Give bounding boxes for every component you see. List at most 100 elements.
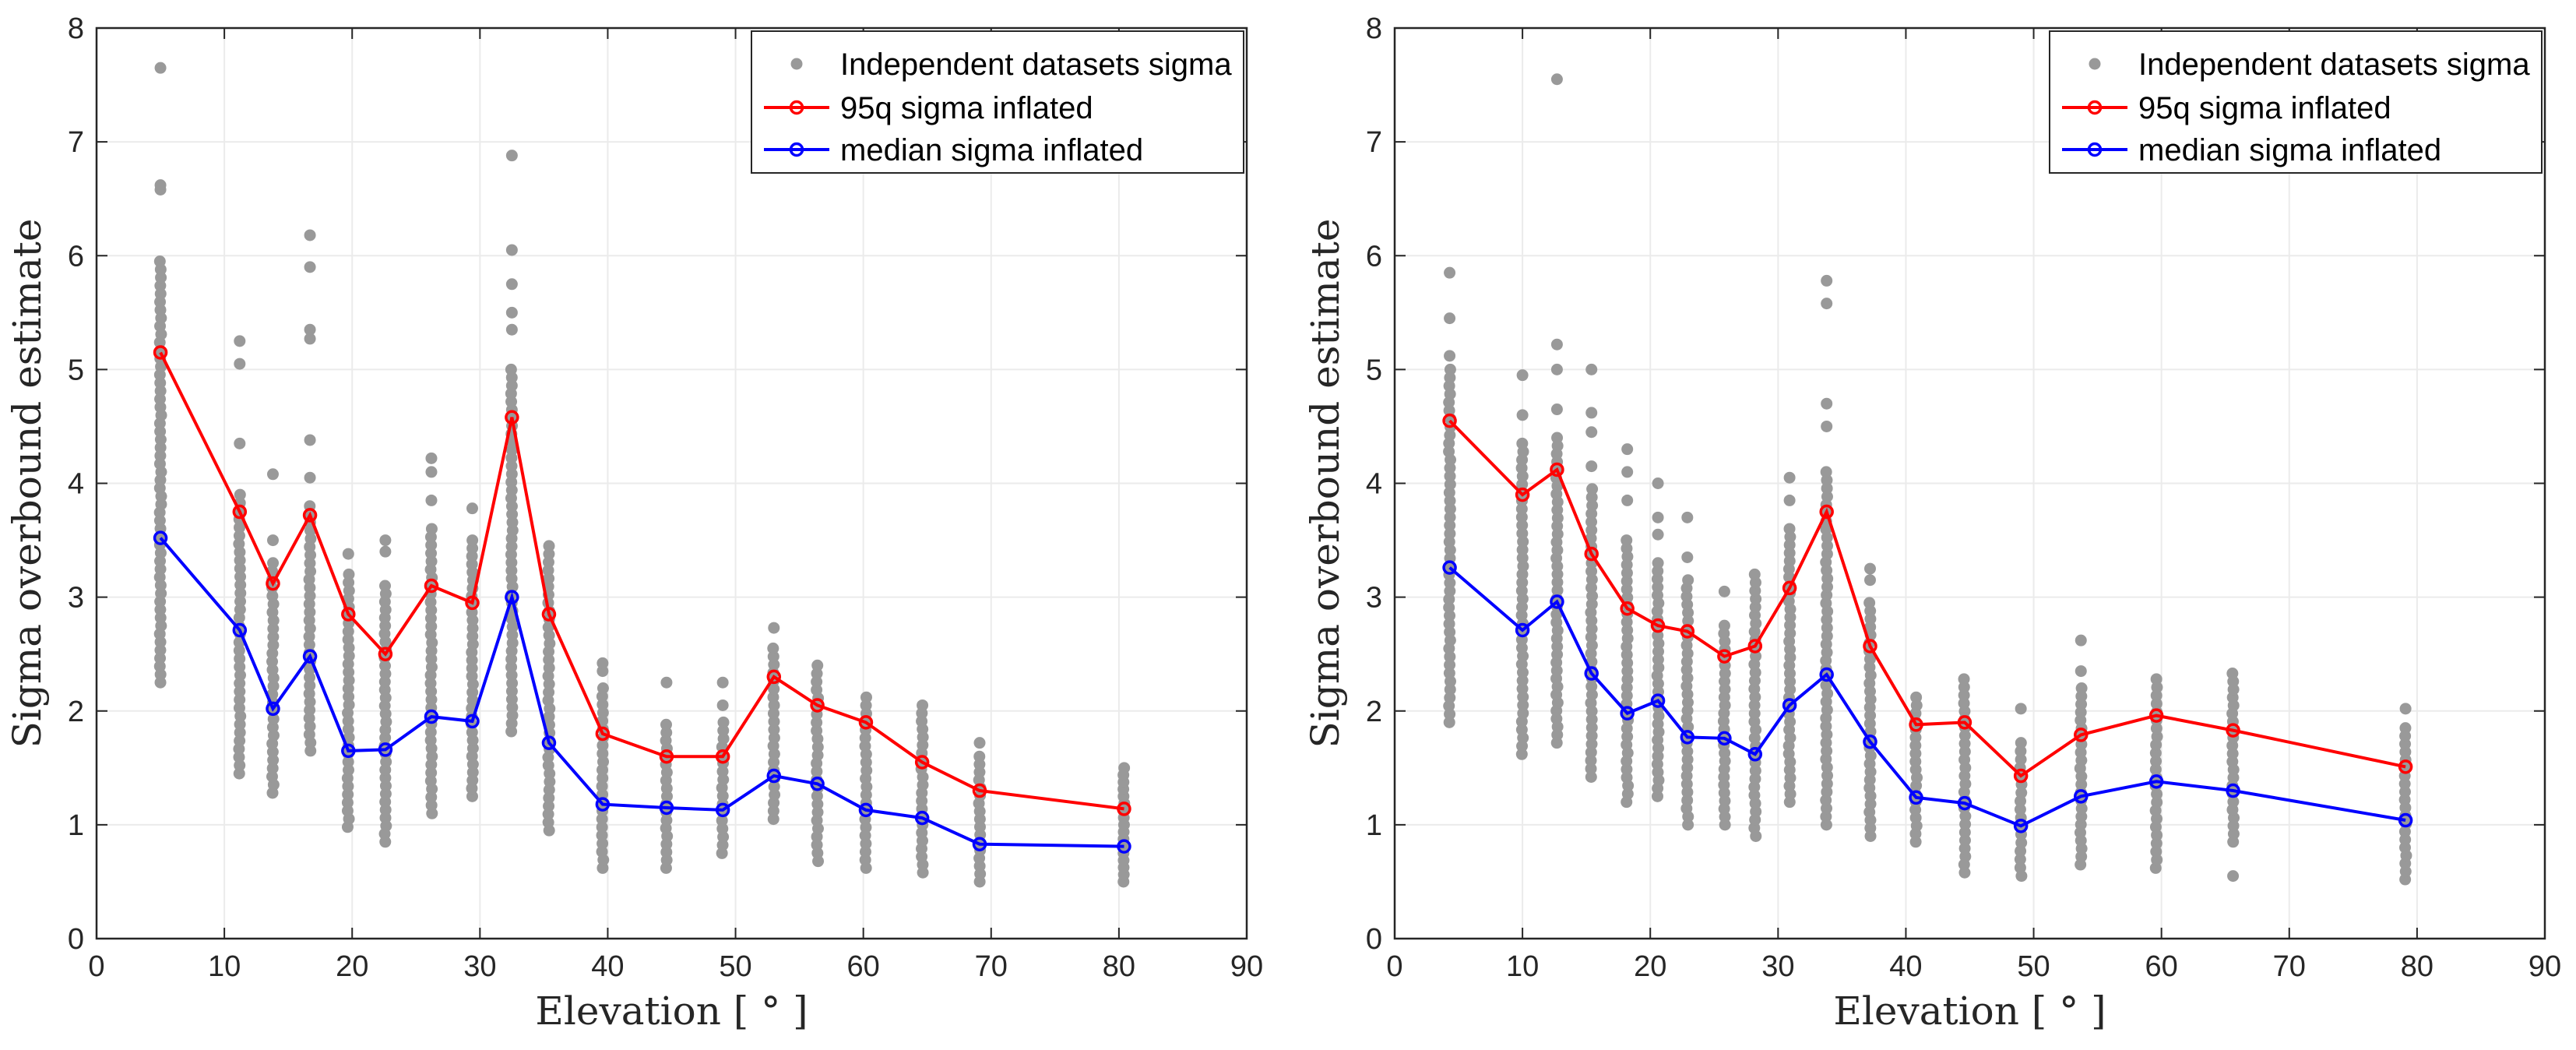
series-marker <box>1117 839 1131 854</box>
series-line <box>1448 566 2406 828</box>
series-marker <box>266 576 280 591</box>
scatter-point <box>2075 634 2087 647</box>
x-tick-label: 30 <box>1761 950 1794 983</box>
scatter-point <box>1515 462 1528 474</box>
scatter-point <box>1821 622 1833 634</box>
scatter-point <box>505 278 518 291</box>
scatter-point <box>768 780 780 793</box>
scatter-point <box>1444 266 1456 279</box>
y-tick-label: 0 <box>1366 923 1382 956</box>
legend-label: Independent datasets sigma <box>840 48 1232 82</box>
series-marker <box>1650 618 1666 633</box>
legend-scatter-marker <box>790 58 803 70</box>
scatter-point <box>1586 483 1599 495</box>
x-tick-label: 0 <box>88 950 104 983</box>
scatter-point <box>379 534 392 547</box>
scatter-point <box>1621 567 1633 580</box>
scatter-point <box>267 754 280 766</box>
series-marker <box>341 607 356 622</box>
scatter-point <box>342 723 354 735</box>
scatter-point <box>1749 601 1761 613</box>
series-marker <box>2074 789 2089 804</box>
y-tick-label: 1 <box>68 809 84 842</box>
series-marker <box>505 410 519 425</box>
scatter-point <box>1551 432 1564 444</box>
scatter-point <box>1585 598 1598 611</box>
scatter-point <box>543 548 555 560</box>
scatter-point <box>717 732 730 745</box>
scatter-point <box>1784 675 1797 688</box>
scatter-point <box>425 766 438 779</box>
scatter-point <box>2149 763 2162 776</box>
scatter-point <box>543 540 555 552</box>
series-marker <box>1819 504 1834 520</box>
scatter-point <box>1585 565 1598 577</box>
scatter-point <box>1621 673 1634 685</box>
scatter-point <box>154 676 167 689</box>
scatter-point <box>466 542 479 555</box>
scatter-point <box>343 650 355 662</box>
scatter-point <box>1585 491 1598 503</box>
scatter-point <box>2015 703 2027 715</box>
scatter-point <box>1783 555 1796 567</box>
scatter-point <box>811 749 824 761</box>
series-marker <box>302 508 318 523</box>
series-marker <box>424 709 439 724</box>
scatter-point <box>1550 338 1563 351</box>
line-series-red <box>153 345 1131 816</box>
scatter-point <box>505 363 517 375</box>
scatter-point <box>505 244 518 256</box>
scatter-point <box>1621 583 1633 596</box>
legend-line-marker <box>789 142 804 157</box>
scatter-point <box>1863 562 1876 575</box>
scatter-point <box>1621 494 1634 506</box>
scatter-point <box>2150 837 2163 850</box>
scatter-point <box>153 660 166 672</box>
scatter-point <box>234 587 247 599</box>
scatter-point <box>2399 703 2412 715</box>
scatter-point <box>304 679 316 692</box>
scatter-point <box>341 805 354 817</box>
scatter-point <box>342 764 354 777</box>
series-marker <box>1515 487 1530 502</box>
scatter-point <box>267 639 280 651</box>
scatter-point <box>660 718 673 731</box>
scatter-point <box>1516 519 1529 531</box>
line-series-blue <box>1442 560 2413 833</box>
scatter-point <box>1444 372 1456 384</box>
series-marker <box>302 649 318 664</box>
scatter-point <box>342 788 354 801</box>
scatter-point <box>234 488 246 501</box>
scatter-point <box>811 724 823 737</box>
series-marker <box>541 607 557 622</box>
scatter-point <box>1515 502 1528 515</box>
scatter-point <box>343 690 355 703</box>
scatter-point <box>466 534 479 547</box>
series-marker <box>1957 795 1972 811</box>
series-marker <box>972 783 987 798</box>
scatter-point <box>1444 363 1456 375</box>
series-marker <box>1550 462 1564 477</box>
scatter-point <box>1585 426 1598 439</box>
y-tick-label: 4 <box>68 468 84 501</box>
scatter-point <box>304 590 316 602</box>
x-tick-label: 90 <box>1230 950 1263 983</box>
series-marker <box>1680 730 1695 745</box>
legend-label: 95q sigma inflated <box>2138 91 2391 125</box>
scatter-point <box>1783 494 1796 506</box>
scatter-point <box>505 661 518 673</box>
y-tick-label: 6 <box>68 240 84 273</box>
scatter-point <box>341 796 354 809</box>
scatter-point <box>1864 822 1877 834</box>
scatter-point <box>505 444 518 456</box>
scatter-point <box>153 255 166 268</box>
scatter-point <box>1444 692 1456 704</box>
scatter-point <box>1621 771 1633 784</box>
scatter-point <box>1444 312 1456 325</box>
scatter-point <box>1516 551 1529 564</box>
series-marker <box>1782 698 1797 713</box>
series-marker <box>715 802 730 818</box>
scatter-point <box>2150 673 2163 685</box>
scatter-point <box>768 724 780 736</box>
series-marker <box>1747 639 1763 654</box>
